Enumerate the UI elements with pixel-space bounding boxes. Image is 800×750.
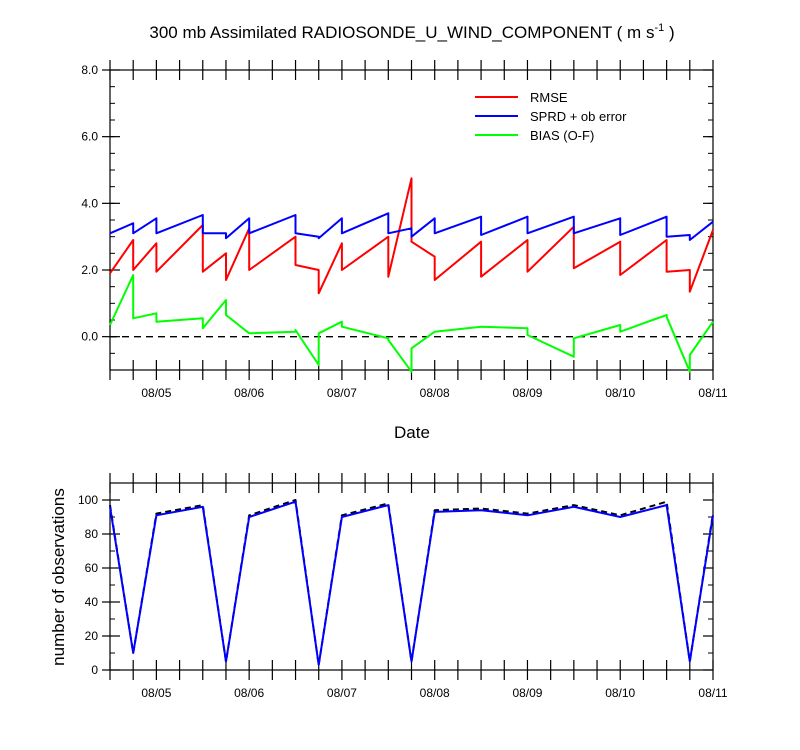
- chart-legend: RMSE SPRD + ob error BIAS (O-F): [475, 90, 627, 143]
- top-x-tick-label: 08/11: [698, 386, 727, 400]
- legend-label: RMSE: [530, 90, 568, 105]
- bottom-plot-frame: [109, 482, 714, 671]
- top-y-tick-label: 4.0: [81, 196, 98, 210]
- bottom-chart: 08/05 08/06 08/07 08/08 08/09 08/10 08/11 0 20 40…: [78, 473, 728, 700]
- bottom-x-tick-label: 08/07: [327, 686, 357, 700]
- bottom-y-tick-label: 20: [85, 629, 99, 643]
- chart-title-text: 300 mb Assimilated RADIOSONDE_U_WIND_COM…: [149, 23, 654, 42]
- bottom-y-tick-label: 80: [85, 527, 99, 541]
- bottom-x-tick-label: 08/09: [512, 686, 542, 700]
- top-x-tick-label: 08/08: [420, 386, 450, 400]
- top-x-axis-label: Date: [394, 423, 430, 442]
- legend-label: SPRD + ob error: [530, 109, 627, 124]
- legend-label: BIAS (O-F): [530, 128, 594, 143]
- top-series-line-0: [109, 177, 714, 295]
- top-series-line-2: [109, 274, 714, 373]
- top-x-tick-label: 08/07: [327, 386, 357, 400]
- bottom-x-tick-label: 08/06: [234, 686, 264, 700]
- bottom-y-tick-label: 40: [85, 595, 99, 609]
- top-x-tick-label: 08/10: [605, 386, 635, 400]
- bottom-x-tick-label: 08/08: [420, 686, 450, 700]
- top-chart: 08/05 08/06 08/07 08/08 08/09 08/10 08/11 0.0 2.…: [81, 60, 728, 400]
- bottom-series-line-0: [109, 499, 714, 666]
- bottom-y-tick-label: 100: [78, 493, 98, 507]
- chart-title-superscript: -1: [654, 22, 664, 34]
- top-y-tick-label: 0.0: [81, 330, 98, 344]
- top-x-tick-label: 08/09: [512, 386, 542, 400]
- bottom-x-tick-label: 08/11: [698, 686, 727, 700]
- top-y-tick-label: 6.0: [81, 130, 98, 144]
- top-series-line-1: [109, 212, 714, 241]
- chart-title: 300 mb Assimilated RADIOSONDE_U_WIND_COM…: [149, 22, 674, 42]
- bottom-y-tick-label: 60: [85, 561, 99, 575]
- top-x-tick-label: 08/06: [234, 386, 264, 400]
- chart-title-end: ): [664, 23, 674, 42]
- top-y-tick-label: 2.0: [81, 263, 98, 277]
- bottom-x-tick-label: 08/10: [605, 686, 635, 700]
- bottom-y-axis-label: number of observations: [49, 488, 68, 666]
- top-y-tick-label: 8.0: [81, 63, 98, 77]
- bottom-x-tick-label: 08/05: [141, 686, 171, 700]
- bottom-y-tick-label: 0: [91, 663, 98, 677]
- bottom-series-line-1: [109, 500, 714, 666]
- top-x-tick-label: 08/05: [141, 386, 171, 400]
